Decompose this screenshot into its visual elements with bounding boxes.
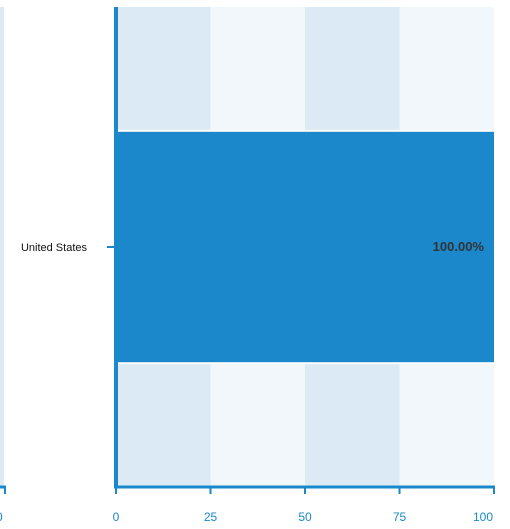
left-panel-tick-label: 0 xyxy=(0,510,3,524)
left-panel: 0 xyxy=(0,7,6,524)
category-label: United States xyxy=(21,242,88,254)
labels: United States 100.00% xyxy=(21,239,484,254)
bars xyxy=(116,129,494,365)
bar[interactable] xyxy=(116,131,494,363)
data-label: 100.00% xyxy=(433,239,485,254)
x-tick-label: 25 xyxy=(204,510,218,524)
x-tick-label: 0 xyxy=(113,510,120,524)
x-tick-label: 100 xyxy=(473,510,493,524)
x-tick-label: 75 xyxy=(393,510,407,524)
left-panel-band xyxy=(0,7,4,487)
x-tick-label: 50 xyxy=(298,510,312,524)
axes: 0 25 50 75 100 xyxy=(113,7,495,524)
